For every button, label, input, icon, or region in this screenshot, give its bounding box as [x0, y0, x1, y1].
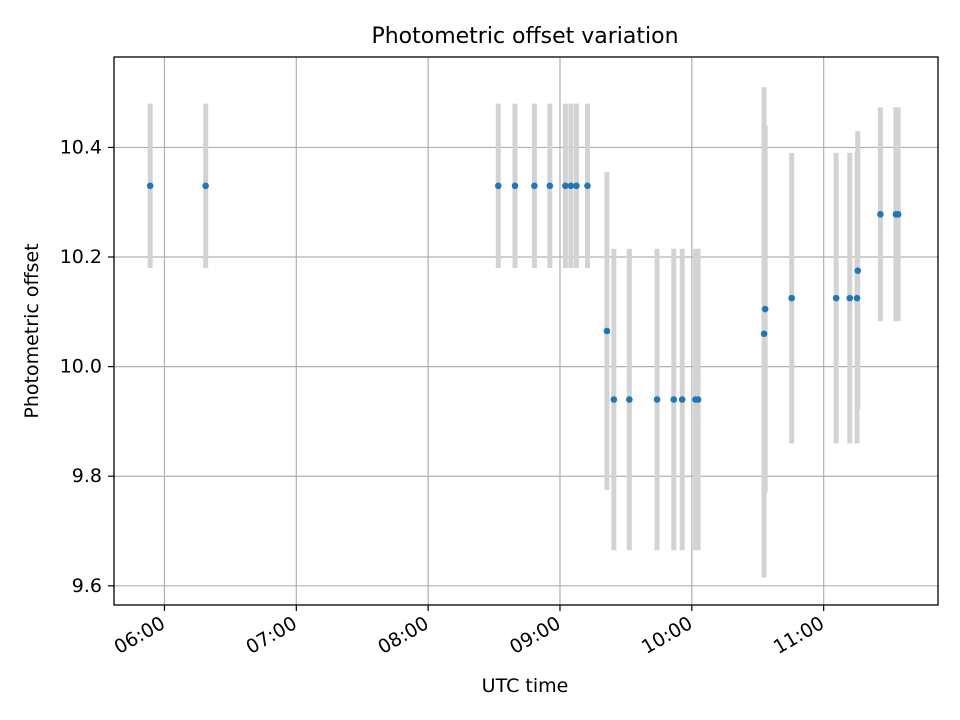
data-point: [846, 294, 854, 302]
data-point: [670, 396, 678, 403]
x-axis-label: UTC time: [482, 675, 569, 697]
data-point: [760, 330, 768, 338]
y-axis-label: Photometric offset: [21, 243, 43, 418]
data-point: [894, 210, 902, 218]
data-point: [603, 327, 611, 335]
data-point: [854, 267, 862, 275]
data-point: [546, 182, 554, 190]
data-point: [678, 396, 686, 403]
data-point: [531, 182, 538, 190]
data-point: [584, 182, 591, 190]
plot-frame: [113, 56, 939, 606]
data-point: [626, 396, 633, 403]
data-point: [573, 182, 580, 190]
data-point: [761, 305, 769, 313]
data-point: [610, 396, 618, 403]
y-tick-label: 10.4: [60, 136, 102, 158]
y-tick-label: 9.6: [72, 575, 102, 597]
data-point: [567, 182, 575, 190]
data-point: [853, 294, 861, 302]
data-point: [494, 182, 502, 190]
data-points: [146, 182, 902, 403]
gridlines: [114, 57, 938, 605]
chart-title: Photometric offset variation: [371, 24, 678, 49]
data-point: [832, 294, 840, 302]
data-point: [202, 182, 209, 190]
data-point: [877, 210, 884, 218]
data-point: [562, 182, 569, 190]
y-tick-label: 10.2: [60, 246, 102, 268]
y-tick-label: 9.8: [72, 465, 102, 487]
data-point: [788, 294, 795, 302]
y-axis-ticks: 9.6 9.8 10.0 10.2 10.4: [60, 136, 114, 597]
y-tick-label: 10.0: [60, 356, 102, 378]
data-point: [653, 396, 661, 403]
data-point: [694, 396, 702, 403]
data-point: [511, 182, 519, 190]
data-point: [146, 182, 154, 190]
